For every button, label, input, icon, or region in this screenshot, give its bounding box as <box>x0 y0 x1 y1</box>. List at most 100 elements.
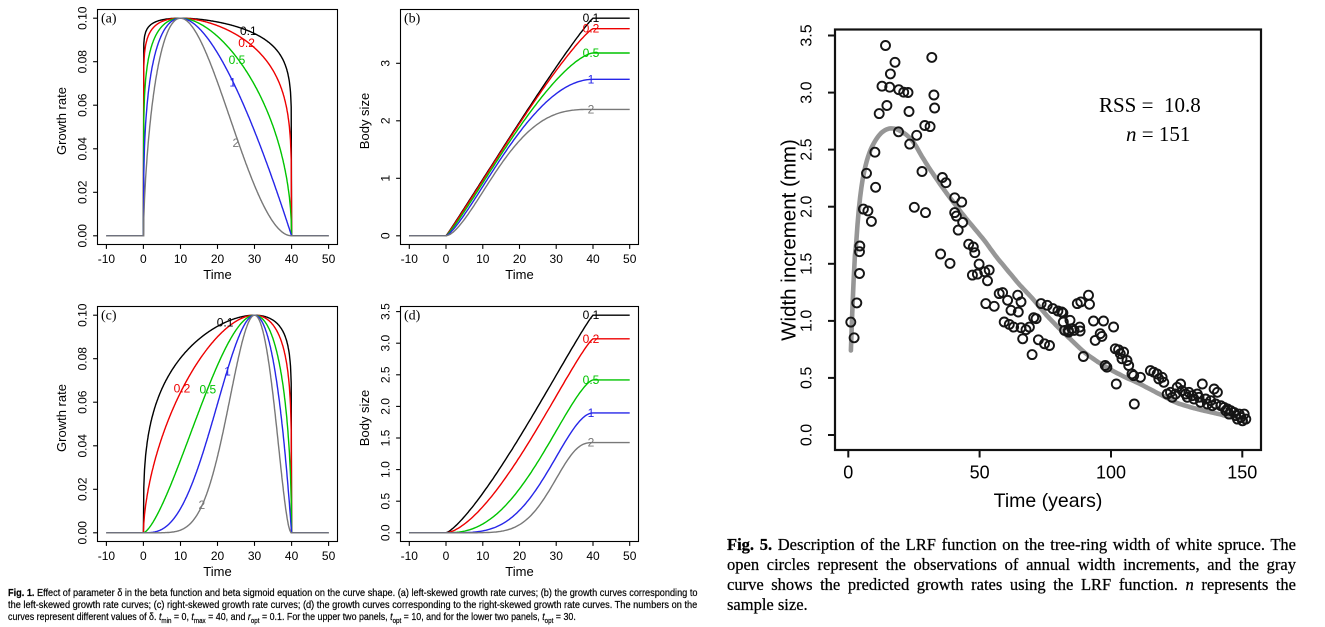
svg-text:3.5: 3.5 <box>379 303 393 320</box>
svg-text:40: 40 <box>285 549 299 563</box>
svg-text:Growth rate: Growth rate <box>54 87 69 155</box>
svg-text:0.00: 0.00 <box>76 521 90 545</box>
svg-text:Body size: Body size <box>357 390 372 446</box>
svg-text:0.1: 0.1 <box>217 315 234 329</box>
svg-text:Time (years): Time (years) <box>994 490 1103 512</box>
svg-text:2.0: 2.0 <box>799 195 816 217</box>
svg-text:20: 20 <box>211 549 225 563</box>
svg-text:30: 30 <box>550 549 564 563</box>
svg-text:3.0: 3.0 <box>799 81 816 103</box>
svg-text:n = 151: n = 151 <box>1126 122 1190 146</box>
svg-text:0.2: 0.2 <box>583 332 600 346</box>
svg-text:0.5: 0.5 <box>583 373 600 387</box>
svg-text:40: 40 <box>586 549 600 563</box>
svg-text:0.2: 0.2 <box>174 382 191 396</box>
svg-text:0: 0 <box>140 549 147 563</box>
svg-text:2: 2 <box>379 117 393 124</box>
svg-text:0.1: 0.1 <box>583 308 600 322</box>
svg-text:50: 50 <box>623 252 637 266</box>
svg-text:0.5: 0.5 <box>799 367 816 389</box>
svg-text:0: 0 <box>443 252 450 266</box>
svg-text:100: 100 <box>1096 463 1126 483</box>
svg-text:0.0: 0.0 <box>799 424 816 446</box>
svg-text:0: 0 <box>140 252 147 266</box>
svg-text:-10: -10 <box>401 549 419 563</box>
svg-text:Body size: Body size <box>357 93 372 149</box>
svg-text:20: 20 <box>513 252 527 266</box>
svg-text:10: 10 <box>476 252 490 266</box>
svg-text:3.0: 3.0 <box>379 335 393 352</box>
svg-text:40: 40 <box>586 252 600 266</box>
svg-text:0.04: 0.04 <box>76 434 90 458</box>
svg-text:0.04: 0.04 <box>76 137 90 161</box>
svg-text:2.5: 2.5 <box>799 138 816 160</box>
svg-text:3.5: 3.5 <box>799 24 816 46</box>
svg-text:Time: Time <box>203 267 231 282</box>
svg-text:2: 2 <box>233 136 240 150</box>
svg-text:1: 1 <box>588 406 595 420</box>
svg-text:0.2: 0.2 <box>583 22 600 36</box>
svg-text:10: 10 <box>476 549 490 563</box>
svg-text:Time: Time <box>505 267 533 282</box>
svg-text:0.02: 0.02 <box>76 477 90 501</box>
svg-text:30: 30 <box>248 252 262 266</box>
svg-text:-10: -10 <box>401 252 419 266</box>
svg-text:50: 50 <box>623 549 637 563</box>
svg-text:1: 1 <box>229 76 236 90</box>
svg-text:Time: Time <box>505 564 533 579</box>
svg-text:(b): (b) <box>404 11 421 26</box>
svg-text:2: 2 <box>198 498 205 512</box>
svg-text:3: 3 <box>379 60 393 67</box>
svg-text:0.0: 0.0 <box>379 524 393 541</box>
svg-text:1.0: 1.0 <box>799 310 816 332</box>
svg-text:30: 30 <box>248 549 262 563</box>
svg-text:-10: -10 <box>98 252 116 266</box>
svg-text:0.1: 0.1 <box>240 24 257 38</box>
svg-text:Time: Time <box>203 564 231 579</box>
svg-text:0.08: 0.08 <box>76 50 90 74</box>
svg-text:20: 20 <box>513 549 527 563</box>
svg-text:0.5: 0.5 <box>379 493 393 510</box>
svg-text:40: 40 <box>285 252 299 266</box>
svg-text:0: 0 <box>443 549 450 563</box>
svg-text:20: 20 <box>211 252 225 266</box>
svg-text:1: 1 <box>588 72 595 86</box>
svg-text:1.5: 1.5 <box>799 253 816 275</box>
svg-text:2.5: 2.5 <box>379 366 393 383</box>
svg-text:0: 0 <box>843 463 853 483</box>
svg-text:30: 30 <box>550 252 564 266</box>
svg-text:10: 10 <box>174 252 188 266</box>
svg-text:0.10: 0.10 <box>76 303 90 327</box>
svg-text:0: 0 <box>379 232 393 239</box>
svg-text:150: 150 <box>1227 463 1257 483</box>
svg-text:2.0: 2.0 <box>379 398 393 415</box>
svg-text:0.10: 0.10 <box>76 6 90 30</box>
svg-text:(a): (a) <box>101 11 117 26</box>
svg-text:1.0: 1.0 <box>379 461 393 478</box>
svg-text:RSS = 10.8: RSS = 10.8 <box>1099 93 1201 117</box>
svg-text:0.2: 0.2 <box>238 36 255 50</box>
svg-text:0.06: 0.06 <box>76 93 90 117</box>
svg-text:50: 50 <box>970 463 990 483</box>
svg-text:0.1: 0.1 <box>583 11 600 25</box>
svg-text:0.02: 0.02 <box>76 180 90 204</box>
svg-text:50: 50 <box>322 252 336 266</box>
svg-text:10: 10 <box>174 549 188 563</box>
svg-text:Width increment (mm): Width increment (mm) <box>778 139 801 341</box>
svg-text:50: 50 <box>322 549 336 563</box>
svg-text:-10: -10 <box>98 549 116 563</box>
svg-text:0.06: 0.06 <box>76 390 90 414</box>
svg-text:2: 2 <box>588 436 595 450</box>
svg-text:0.5: 0.5 <box>199 382 216 396</box>
svg-text:0.00: 0.00 <box>76 224 90 248</box>
svg-text:2: 2 <box>588 102 595 116</box>
svg-text:1: 1 <box>379 175 393 182</box>
svg-text:1.5: 1.5 <box>379 429 393 446</box>
svg-text:0.5: 0.5 <box>583 46 600 60</box>
svg-text:Growth rate: Growth rate <box>54 384 69 452</box>
svg-text:0.5: 0.5 <box>229 53 246 67</box>
svg-text:(d): (d) <box>404 308 421 323</box>
svg-text:1: 1 <box>224 365 231 379</box>
svg-text:(c): (c) <box>101 308 117 323</box>
svg-text:0.08: 0.08 <box>76 347 90 371</box>
